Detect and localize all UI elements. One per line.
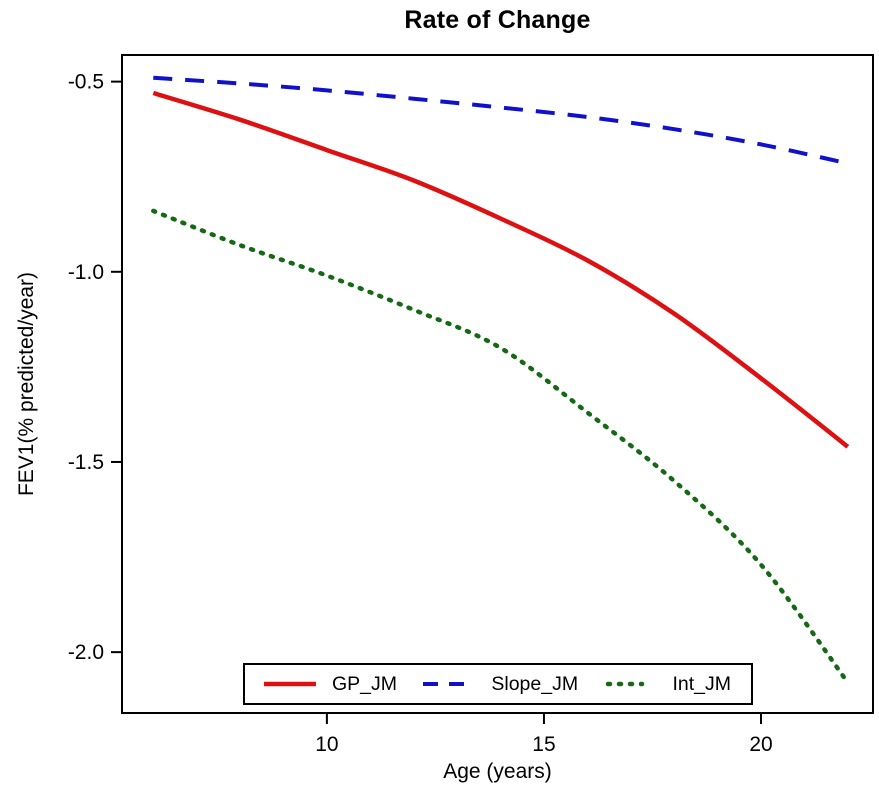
y-axis-label: FEV1(% predicted/year)	[15, 271, 38, 497]
x-axis-label: Age (years)	[443, 760, 552, 783]
y-tick-label: -2.0	[68, 641, 104, 664]
legend-item: GP_JM	[262, 673, 397, 696]
y-tick-label: -1.5	[68, 451, 104, 474]
legend-label: Int_JM	[672, 672, 731, 695]
legend-line-sample-dotted	[606, 681, 645, 687]
chart-title: Rate of Change	[404, 6, 591, 34]
series-line-Slope_JM	[153, 75, 849, 166]
y-tick-label: -1.0	[68, 261, 104, 284]
series-line-Int_JM	[151, 208, 851, 685]
series-line-GP_JM	[152, 90, 850, 449]
legend-item: Slope_JM	[421, 673, 578, 696]
x-tick-label: 20	[749, 733, 772, 756]
legend-line-sample-dashed	[423, 682, 476, 686]
legend-label: GP_JM	[332, 672, 398, 695]
legend: GP_JM Slope_JM Int_JM	[243, 663, 753, 705]
legend-line-sample-solid	[264, 681, 316, 687]
legend-label: Slope_JM	[491, 672, 579, 695]
x-tick-label: 15	[532, 733, 555, 756]
plot-border	[121, 54, 874, 714]
y-tick-label: -0.5	[68, 71, 104, 94]
x-tick-label: 10	[315, 733, 338, 756]
legend-item: Int_JM	[602, 673, 731, 696]
